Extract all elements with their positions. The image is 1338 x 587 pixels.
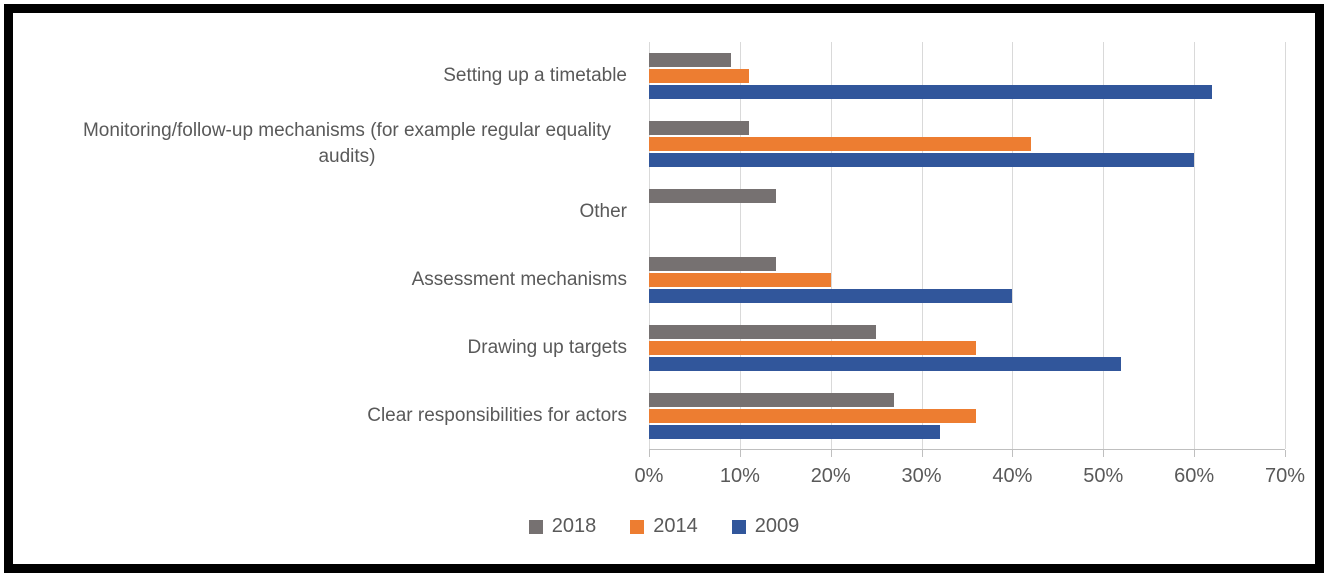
x-axis-tick	[739, 450, 741, 457]
category-label: Clear responsibilities for actors	[13, 382, 649, 450]
x-tick-label: 70%	[1264, 465, 1306, 487]
legend-swatch-2018	[528, 519, 543, 534]
category-label-text: Setting up a timetable	[443, 65, 627, 87]
legend-label: 2014	[653, 515, 698, 537]
x-axis-tick	[1285, 450, 1286, 457]
legend-item-2018: 2018	[528, 515, 597, 538]
plot-area	[649, 42, 1286, 450]
bar-2018	[649, 393, 895, 407]
x-axis-tick	[1103, 450, 1105, 457]
category-label-text: Other	[579, 201, 627, 223]
bar-2018	[649, 121, 749, 135]
gridline	[830, 42, 832, 449]
legend-item-2014: 2014	[630, 515, 698, 538]
x-tick-label: 20%	[810, 465, 851, 487]
gridline	[1285, 42, 1286, 449]
bar-row	[649, 382, 1285, 450]
x-tick-label: 30%	[901, 465, 942, 487]
category-label: Monitoring/follow-up mechanisms (for exa…	[13, 110, 649, 178]
gridline	[1194, 42, 1196, 449]
category-label: Setting up a timetable	[13, 42, 649, 110]
bar-2018	[649, 325, 877, 339]
category-label-text: Clear responsibilities for actors	[367, 405, 627, 427]
x-tick-label: 60%	[1174, 465, 1215, 487]
category-label: Assessment mechanisms	[13, 246, 649, 314]
category-label-text: Drawing up targets	[467, 337, 627, 359]
category-label-text: Assessment mechanisms	[411, 269, 627, 291]
gridline	[649, 42, 650, 449]
legend-item-2009: 2009	[731, 515, 800, 538]
x-axis-tick	[1194, 450, 1196, 457]
bar-chart: Setting up a timetable Monitoring/follow-…	[13, 13, 1315, 564]
bar-row	[649, 178, 1285, 246]
legend-label: 2018	[551, 515, 597, 537]
bar-row	[649, 246, 1285, 314]
bar-2014	[649, 341, 977, 355]
bar-2009	[649, 425, 940, 439]
bar-2014	[649, 409, 977, 423]
bar-2014	[649, 137, 1031, 151]
legend-swatch-2009	[731, 519, 746, 534]
legend-swatch-2014	[630, 519, 645, 534]
legend: 2018 2014 2009	[13, 515, 1315, 538]
bar-2009	[649, 153, 1195, 167]
x-tick-label: 0%	[634, 465, 664, 487]
category-axis: Setting up a timetable Monitoring/follow-…	[13, 42, 649, 450]
bar-2018	[649, 53, 731, 67]
x-tick-label: 10%	[719, 465, 760, 487]
bar-2014	[649, 273, 831, 287]
gridline	[1103, 42, 1105, 449]
plot-main: Setting up a timetable Monitoring/follow-…	[13, 42, 1315, 450]
bar-2014	[649, 69, 749, 83]
x-axis-tick	[649, 450, 650, 457]
bar-2009	[649, 357, 1122, 371]
x-axis-tick	[1012, 450, 1014, 457]
x-axis-tick	[830, 450, 832, 457]
x-axis: 0% 10% 20% 30% 40% 50% 60% 70%	[635, 450, 1305, 499]
bar-row	[649, 110, 1285, 178]
category-label: Drawing up targets	[13, 314, 649, 382]
x-axis-labels: 0% 10% 20% 30% 40% 50% 60% 70%	[635, 457, 1305, 499]
legend-label: 2009	[754, 515, 800, 537]
chart-frame: Setting up a timetable Monitoring/follow-…	[4, 4, 1324, 573]
bar-2018	[649, 189, 777, 203]
x-axis-tick	[921, 450, 923, 457]
category-label-text: Monitoring/follow-up mechanisms (for exa…	[82, 120, 611, 167]
bar-row	[649, 42, 1285, 110]
x-axis-ticks	[649, 450, 1286, 457]
x-tick-label: 50%	[1083, 465, 1124, 487]
bar-2009	[649, 289, 1013, 303]
bar-2009	[649, 85, 1213, 99]
gridline	[739, 42, 741, 449]
category-label: Other	[13, 178, 649, 246]
gridline	[1012, 42, 1014, 449]
bar-row	[649, 314, 1285, 382]
x-tick-label: 40%	[992, 465, 1033, 487]
gridline	[921, 42, 923, 449]
bar-2018	[649, 257, 777, 271]
